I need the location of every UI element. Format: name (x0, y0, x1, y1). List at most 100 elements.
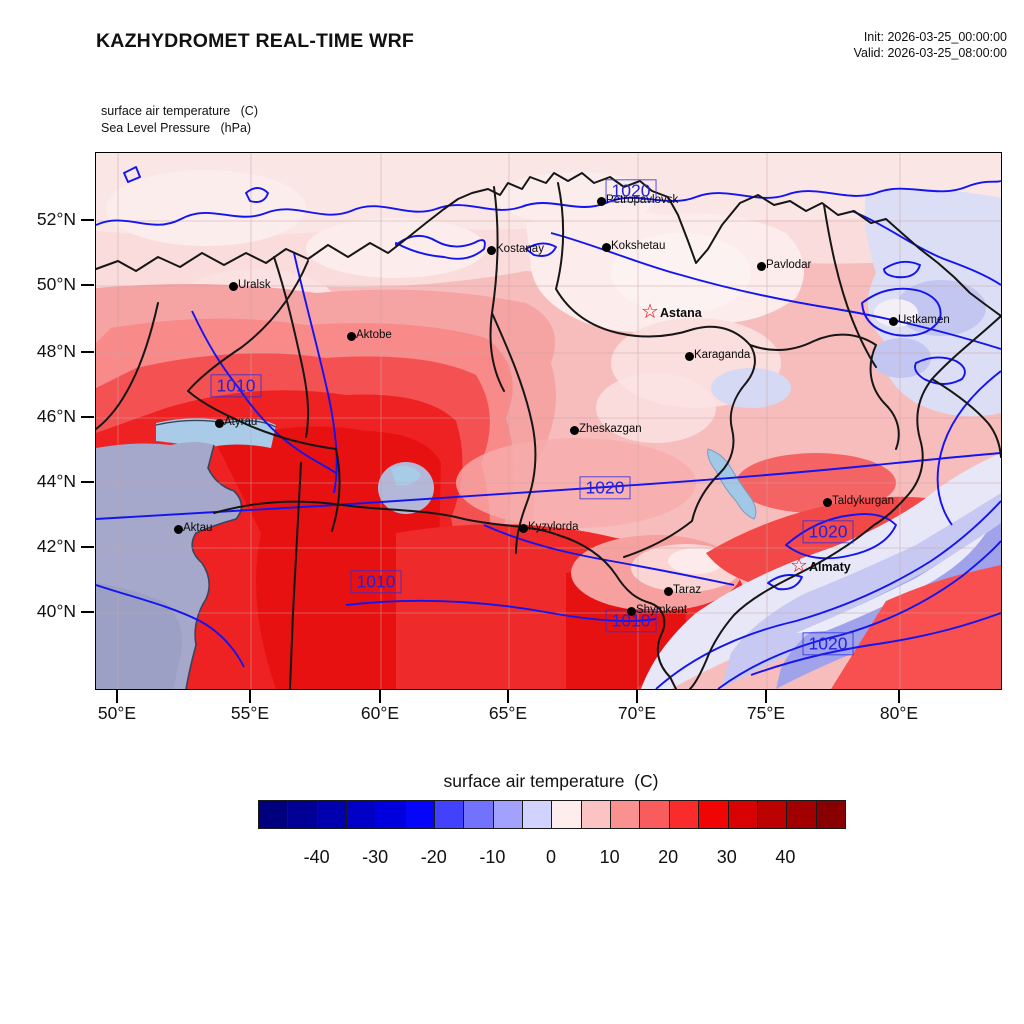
lon-tick-label: 50°E (97, 703, 137, 723)
pressure-label: 1010 (350, 570, 402, 594)
field-title-temperature: surface air temperature (C) (101, 104, 258, 118)
lon-tick-label: 80°E (879, 703, 919, 723)
lat-tick (81, 219, 94, 221)
pressure-label: 1010 (210, 374, 262, 398)
city-label: Karaganda (694, 349, 751, 361)
colorbar-cell (756, 801, 787, 828)
city-dot-icon (228, 281, 238, 291)
city-dot-icon (626, 606, 636, 616)
colorbar-cell (346, 801, 376, 828)
lat-tick (81, 351, 94, 353)
pressure-label: 1020 (802, 632, 854, 656)
lon-tick (249, 690, 251, 703)
city-dot-icon (756, 261, 766, 271)
city-label: Aktobe (356, 329, 392, 341)
colorbar (258, 800, 846, 829)
field-title-pressure: Sea Level Pressure (hPa) (101, 120, 252, 135)
colorbar-tick-label: 0 (545, 847, 556, 867)
city-label: Pavlodar (766, 259, 812, 271)
colorbar-tick-label: 30 (716, 847, 737, 867)
city-dot-icon (888, 316, 898, 326)
valid-time: Valid: 2026-03-25_08:00:00 (853, 46, 1007, 60)
city-label: Petropavlovsk (606, 194, 679, 206)
city-layer: Petropavlovsk Kostanay Kokshetau Pavlodar Ur… (96, 153, 1001, 689)
city-label: Kyzylorda (528, 521, 579, 533)
colorbar-tick-label: 20 (658, 847, 679, 867)
colorbar-cell (668, 801, 699, 828)
colorbar-cell (492, 801, 523, 828)
model-run-times: Init: 2026-03-25_00:00:00 Valid: 2026-03… (854, 29, 1007, 61)
city-dot-icon (486, 245, 496, 255)
colorbar-cell (610, 801, 640, 828)
pressure-label-layer: 1020 1010 1020 1020 1010 1010 1020 (96, 153, 1001, 689)
lat-tick-label: 40°N (36, 601, 76, 621)
colorbar-tick-label: 10 (599, 847, 620, 867)
lon-tick (507, 690, 509, 703)
city-label: Astana (660, 306, 702, 320)
city-dot-icon (601, 242, 611, 252)
map-plot-area: 1020 1010 1020 1020 1010 1010 1020 Petropavlov… (95, 152, 1002, 690)
lon-tick (898, 690, 900, 703)
city-label: Zheskazgan (579, 423, 642, 435)
lat-tick (81, 416, 94, 418)
colorbar-cell (580, 801, 611, 828)
colorbar-tick-label: -30 (362, 847, 389, 867)
lat-tick-label: 44°N (36, 471, 76, 491)
lake-balkhash (707, 448, 757, 520)
city-dot-icon (663, 586, 673, 596)
page-title: KAZHYDROMET REAL-TIME WRF (96, 30, 415, 52)
colorbar-tick-label: -10 (479, 847, 506, 867)
init-time: Init: 2026-03-25_00:00:00 (863, 30, 1007, 44)
city-dot-icon (684, 351, 694, 361)
lon-tick (379, 690, 381, 703)
colorbar-cell (727, 801, 757, 828)
city-label: Taraz (673, 584, 702, 596)
field-titles: surface air temperature (C) Sea Level Pr… (101, 103, 258, 136)
city-label: Uralsk (238, 279, 271, 291)
city-label: Atyrau (224, 416, 258, 428)
lat-tick-label: 46°N (36, 406, 76, 426)
city-label: Kostanay (496, 243, 544, 255)
lat-tick-label: 42°N (36, 536, 76, 556)
city-star-icon: ☆ (790, 555, 808, 577)
lat-tick (81, 284, 94, 286)
lat-tick-label: 50°N (36, 274, 76, 294)
lat-tick (81, 611, 94, 613)
lon-tick-label: 55°E (230, 703, 270, 723)
colorbar-cell (815, 801, 845, 828)
city-label: Aktau (183, 522, 213, 534)
colorbar-cell (404, 801, 435, 828)
colorbar-cell (786, 801, 816, 828)
city-dot-icon (518, 523, 528, 533)
colorbar-tick-label: 40 (775, 847, 796, 867)
pressure-label: 1020 (802, 520, 854, 544)
lon-tick-label: 70°E (617, 703, 657, 723)
pressure-contours (96, 166, 1001, 689)
lat-tick (81, 481, 94, 483)
colorbar-cell (316, 801, 347, 828)
lon-tick-label: 65°E (488, 703, 528, 723)
pressure-label: 1020 (579, 476, 631, 500)
city-label: Shymkent (636, 604, 688, 616)
city-dot-icon (596, 196, 606, 206)
city-label: Taldykurgan (832, 495, 895, 507)
colorbar-cell (463, 801, 493, 828)
colorbar-cell (287, 801, 317, 828)
water-bodies (96, 418, 757, 689)
lon-tick (116, 690, 118, 703)
colorbar-cell (522, 801, 552, 828)
colorbar-cell (698, 801, 728, 828)
lat-tick-label: 52°N (36, 209, 76, 229)
city-label: Kokshetau (611, 240, 666, 252)
lon-tick-label: 60°E (360, 703, 400, 723)
city-dot-icon (346, 331, 356, 341)
colorbar-cell (551, 801, 581, 828)
colorbar-tick-label: -40 (303, 847, 330, 867)
lon-tick-label: 75°E (746, 703, 786, 723)
admin-borders (96, 172, 1001, 689)
city-label: Ustkamen (898, 314, 950, 326)
lon-tick (765, 690, 767, 703)
lat-tick (81, 546, 94, 548)
colorbar-cell (434, 801, 464, 828)
